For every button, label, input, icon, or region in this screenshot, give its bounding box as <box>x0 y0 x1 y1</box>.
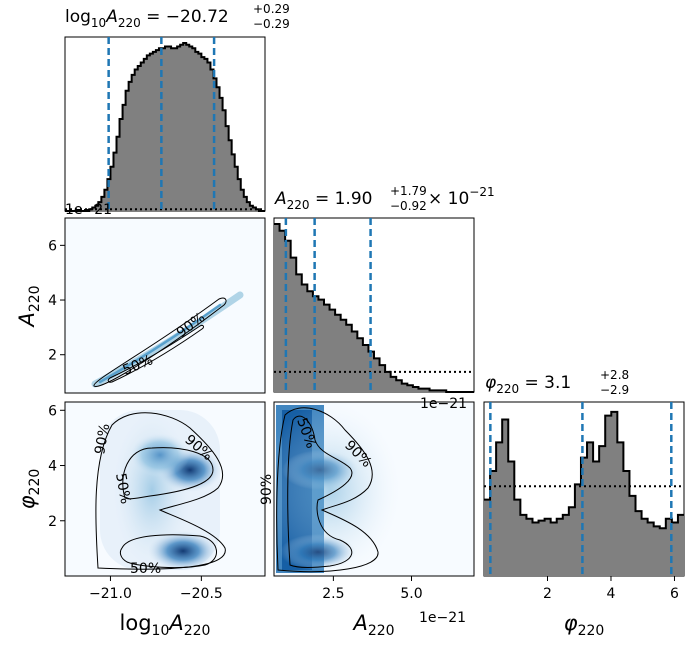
yt-phi-label-2: 6 <box>48 403 57 419</box>
contour-50-phi-A <box>287 415 353 568</box>
title-phi-sym: φ <box>485 373 497 393</box>
title-log10A-sub: −0.29 <box>253 17 290 31</box>
density-ridge-core-A-log10A <box>98 303 222 384</box>
hist-log10A-bars <box>65 43 265 211</box>
panel-phi-vs-A-frame <box>273 401 475 577</box>
density-halo-phi-A <box>274 402 400 576</box>
title-log10A-prefix-sub: 10 <box>91 16 106 30</box>
contour-50-lower-phi-log10A <box>119 534 217 569</box>
xlabel-A-main: A <box>351 611 367 635</box>
hist-A-quantiles <box>284 218 372 392</box>
title-A-suffix: × 10−21 <box>428 185 495 209</box>
hist-A-outline <box>274 223 474 393</box>
contour-90-A-log10A <box>93 297 227 387</box>
xlabel-A-sub: 220 <box>368 623 395 639</box>
yt-phi-label-1: 4 <box>48 459 57 475</box>
title-A-suffix-main: × 10 <box>428 189 469 209</box>
title-phi-sup: +2.8 <box>600 368 629 382</box>
xlabel-log10A-sub: 220 <box>184 623 211 639</box>
xticks-A: 2.5 5.0 <box>322 576 423 602</box>
xlabel-log10A-prefix: log <box>120 611 152 635</box>
title-A: A220 = 1.90 <box>274 189 372 212</box>
ylabel-A: A220 <box>15 285 43 328</box>
title-A-sup: +1.79 <box>390 184 427 198</box>
offset-text-A-xaxis: 1e−21 <box>419 610 466 626</box>
panel-phi-vs-A: 50% 90% 90% 2.5 5.0 <box>259 401 475 602</box>
title-A-sym: A <box>274 189 287 209</box>
xt-phi-label-0: 2 <box>543 586 552 602</box>
ylabel-phi-sub: 220 <box>27 469 43 496</box>
title-log10A-sym-sub: 220 <box>118 16 141 30</box>
xlabel-log10A: log10A220 <box>120 611 211 639</box>
offset-text-A-diagonal: 1e−21 <box>65 202 112 218</box>
offset-text-A-hist: 1e−21 <box>420 396 467 412</box>
title-phi: φ220 = 3.1 <box>485 373 571 396</box>
title-log10A-eq: = −20.72 <box>141 7 229 27</box>
title-phi-eq: = 3.1 <box>519 373 571 393</box>
hist-phi-panel <box>483 401 685 577</box>
xt-log10A-label-0: −21.0 <box>89 586 132 602</box>
hist-log10A-panel <box>64 36 266 212</box>
hist-phi-bars <box>484 411 684 576</box>
contour-label-50-phi-log10A-mid: 50% <box>112 472 133 505</box>
title-phi-sub: −2.9 <box>600 383 629 397</box>
xticks-log10A: −21.0 −20.5 <box>89 576 223 602</box>
contour-50-upper-phi-log10A <box>122 447 214 500</box>
yt-A-label-0: 2 <box>48 348 57 364</box>
yticks-phi: 2 4 6 <box>48 403 65 530</box>
contour-label-90-phi-A-left: 90% <box>259 474 275 505</box>
title-A-eq: = 1.90 <box>310 189 373 209</box>
yt-A-label-2: 6 <box>48 238 57 254</box>
xt-phi-label-1: 4 <box>607 586 616 602</box>
xt-A-label-0: 2.5 <box>322 586 344 602</box>
xticks-phi: 2 4 6 <box>543 576 679 602</box>
panel-phi-vs-log10A: 90% 90% 50% 50% 246 −21.0 −20.5 <box>48 401 266 602</box>
hist-A-panel <box>273 217 475 393</box>
xlabel-phi-main: φ <box>564 611 578 635</box>
ylabel-A-main: A <box>15 312 39 328</box>
panel-phi-vs-log10A-frame <box>64 401 266 577</box>
xlabel-A: A220 <box>351 611 394 639</box>
title-log10A: log10A220 = −20.72 <box>65 7 229 30</box>
xt-log10A-label-1: −20.5 <box>180 586 223 602</box>
hist-phi-outline <box>484 410 684 530</box>
panel-A-vs-log10A-bg <box>65 218 265 393</box>
density-shoulder-phi-log10A <box>130 433 190 477</box>
panel-A-vs-log10A: 50% 90% 246 <box>48 217 266 394</box>
title-A-suffix-sup: −21 <box>469 185 494 199</box>
density-peak-lower-phi-log10A <box>148 531 218 571</box>
title-log10A-sym: A <box>105 7 118 27</box>
hist-A-bars <box>274 224 474 392</box>
yt-A-label-1: 4 <box>48 293 57 309</box>
ylabel-phi-main: φ <box>15 495 39 509</box>
contour-50-A-log10A <box>107 324 204 383</box>
xlabel-log10A-prefix-sub: 10 <box>152 623 170 639</box>
xt-phi-label-2: 6 <box>670 586 679 602</box>
hist-phi-quantiles <box>489 402 673 576</box>
yticks-A: 2 4 6 <box>48 238 65 364</box>
xlabel-phi: φ220 <box>564 611 605 639</box>
yt-phi-label-0: 2 <box>48 514 57 530</box>
title-A-sub: −0.92 <box>390 199 427 213</box>
title-log10A-prefix: log <box>65 7 91 27</box>
title-phi-sym-sub: 220 <box>496 382 519 396</box>
hist-log10A-quantiles <box>107 37 216 211</box>
hist-log10A-outline <box>65 42 265 212</box>
xlabel-log10A-main: A <box>167 611 183 635</box>
title-A-sym-sub: 220 <box>287 198 310 212</box>
title-log10A-sup: +0.29 <box>253 2 290 16</box>
contour-90-phi-log10A <box>95 412 226 570</box>
contour-90-phi-A <box>276 407 379 573</box>
contour-label-90-phi-log10A-left: 90% <box>92 422 113 455</box>
xlabel-phi-sub: 220 <box>578 623 605 639</box>
ylabel-A-sub: 220 <box>27 285 43 312</box>
xt-A-label-1: 5.0 <box>400 586 422 602</box>
contour-label-50-phi-log10A-bottom: 50% <box>130 561 161 577</box>
ylabel-phi: φ220 <box>15 469 43 510</box>
panel-A-vs-log10A-frame <box>64 217 266 394</box>
